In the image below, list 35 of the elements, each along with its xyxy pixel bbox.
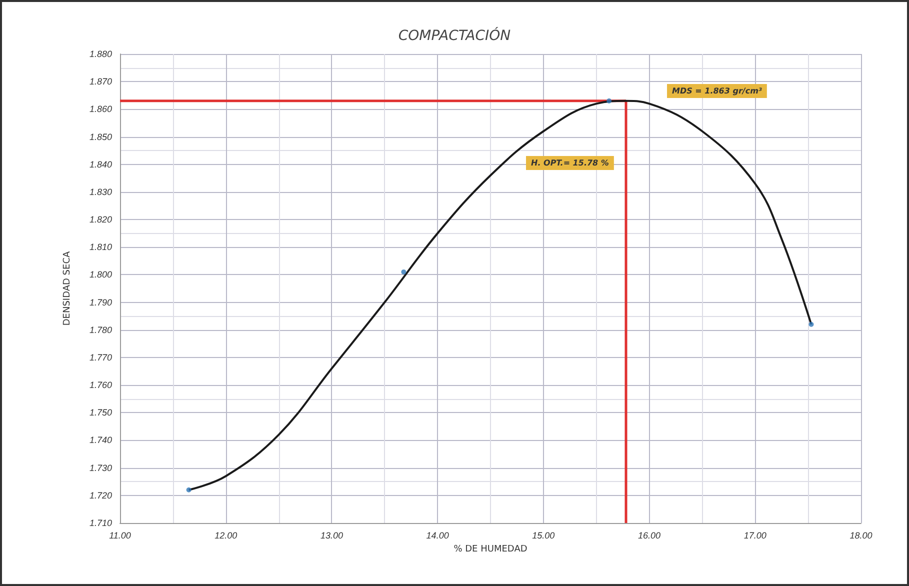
x-tick-label: 15.00 xyxy=(532,530,555,540)
x-axis-title: % DE HUMEDAD xyxy=(454,544,528,554)
y-tick-label: 1.740 xyxy=(89,435,112,446)
y-tick-label: 1.800 xyxy=(89,270,112,280)
y-tick-label: 1.880 xyxy=(89,49,112,59)
x-tick-label: 18.00 xyxy=(850,530,872,540)
x-tick-label: 11.00 xyxy=(109,530,131,540)
y-tick-label: 1.820 xyxy=(89,214,112,225)
point xyxy=(808,322,814,327)
y-tick-label: 1.760 xyxy=(89,380,112,390)
point xyxy=(401,269,406,274)
annotation: MDS = 1.863 gr/cm³ xyxy=(672,86,762,96)
y-tick-label: 1.710 xyxy=(89,518,112,528)
y-tick-label: 1.850 xyxy=(89,132,112,142)
x-tick-label: 17.00 xyxy=(744,530,766,540)
x-tick-label: 16.00 xyxy=(638,530,661,540)
point xyxy=(606,98,612,104)
y-tick-label: 1.770 xyxy=(89,352,112,362)
y-axis-title: DENSIDAD SECA xyxy=(62,250,72,326)
y-tick-label: 1.810 xyxy=(89,242,112,252)
annotation: H. OPT.= 15.78 % xyxy=(531,158,609,168)
y-tick-label: 1.840 xyxy=(89,159,112,170)
y-tick-label: 1.780 xyxy=(89,324,112,335)
point xyxy=(186,487,192,492)
y-tick-label: 1.730 xyxy=(89,462,112,473)
y-tick-label: 1.870 xyxy=(89,76,112,87)
x-tick-label: 14.00 xyxy=(426,530,449,540)
y-tick-label: 1.750 xyxy=(89,408,112,418)
x-tick-label: 13.00 xyxy=(320,530,343,540)
y-tick-label: 1.720 xyxy=(89,490,112,500)
x-tick-label: 12.00 xyxy=(214,530,238,540)
chart-title: COMPACTACIÓN xyxy=(398,27,512,44)
y-tick-label: 1.860 xyxy=(89,104,112,114)
y-tick-label: 1.830 xyxy=(89,186,112,197)
y-tick-label: 1.790 xyxy=(89,297,112,308)
